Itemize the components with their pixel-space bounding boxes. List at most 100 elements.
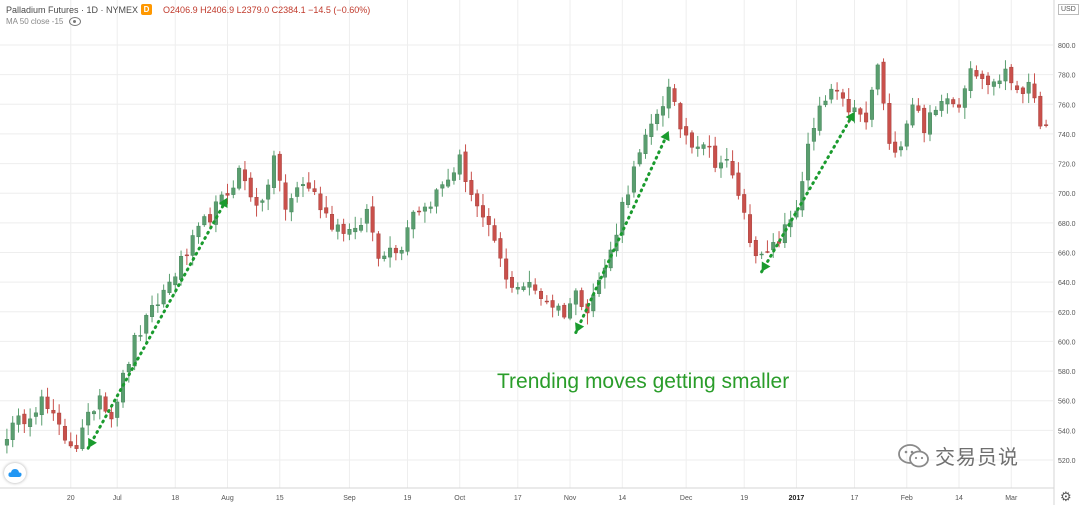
candle-body <box>359 225 364 231</box>
candle-body <box>695 146 700 149</box>
y-tick-label: 620.0 <box>1058 310 1076 317</box>
candle-body <box>469 180 474 195</box>
y-axis: 520.0 540.0 560.0 580.0 600.0 620.0 640.0 660.0… <box>1053 0 1076 505</box>
y-tick-label: 780.0 <box>1058 73 1076 80</box>
candle-body <box>527 282 532 288</box>
annotation-text: Trending moves getting smaller <box>497 370 790 393</box>
x-tick-label: 17 <box>514 495 522 502</box>
candle-body <box>660 106 665 116</box>
candle-body <box>295 187 300 197</box>
indicator-label[interactable]: MA 50 close -15 <box>6 17 64 26</box>
candle-body <box>881 61 886 104</box>
candle-body <box>672 88 677 102</box>
trend-arrow-line <box>760 110 857 274</box>
candle-body <box>300 184 305 187</box>
candle-body <box>1009 66 1014 84</box>
candle-body <box>155 304 160 306</box>
watermark-text: 交易员说 <box>935 447 1019 469</box>
candle-body <box>231 187 236 195</box>
candle-body <box>277 153 282 181</box>
candle-body <box>196 225 201 238</box>
candle-body <box>573 290 578 305</box>
wechat-icon <box>898 443 929 467</box>
candle-body <box>515 287 520 290</box>
candle-body <box>213 201 218 225</box>
trend-arrow-head <box>761 261 771 272</box>
candle-body <box>208 214 213 223</box>
x-tick-label: Oct <box>454 495 465 502</box>
candle-body <box>591 294 596 312</box>
candle-body <box>68 441 73 447</box>
candle-body <box>202 216 207 226</box>
candle-body <box>817 105 822 131</box>
candle-body <box>707 145 712 148</box>
candle-body <box>643 134 648 154</box>
trend-arrows <box>86 110 857 450</box>
candle-body <box>951 99 956 105</box>
candle-body <box>271 155 276 188</box>
candle-body <box>103 396 108 412</box>
symbol-title[interactable]: Palladium Futures · 1D · NYMEX <box>6 4 139 15</box>
x-tick-label: 2017 <box>789 495 805 502</box>
candle-body <box>57 412 62 425</box>
x-tick-label: 19 <box>404 495 412 502</box>
trend-arrow-head <box>88 437 97 449</box>
symbol-legend: Palladium Futures · 1D · NYMEX D O2406.9… <box>6 4 370 15</box>
candle-body <box>898 146 903 151</box>
candle-body <box>869 89 874 120</box>
candle-body <box>945 98 950 105</box>
x-tick-label: 19 <box>740 495 748 502</box>
y-tick-label: 740.0 <box>1058 132 1076 139</box>
candle-body <box>39 396 44 416</box>
x-tick-label: 14 <box>955 495 963 502</box>
candle-body <box>637 152 642 165</box>
candle-body <box>347 229 352 235</box>
candle-body <box>765 251 770 253</box>
candle-body <box>1020 87 1025 94</box>
trend-arrow <box>86 196 230 450</box>
candle-body <box>829 88 834 100</box>
candle-body <box>968 68 973 91</box>
candle-body <box>1003 68 1008 82</box>
tradingview-cloud-icon[interactable] <box>4 463 26 483</box>
candle-body <box>521 286 526 290</box>
ohlc-values: O2406.9 H2406.9 L2379.0 C2384.1 −14.5 (−… <box>163 4 371 15</box>
y-tick-label: 580.0 <box>1058 369 1076 376</box>
candle-body <box>991 81 996 87</box>
candle-body <box>330 214 335 230</box>
candle-body <box>417 210 422 213</box>
candle-body <box>318 193 323 211</box>
candle-body <box>806 143 811 181</box>
candle-body <box>109 411 114 420</box>
candle-body <box>962 88 967 108</box>
candle-body <box>550 300 555 308</box>
candle-body <box>608 249 613 269</box>
y-tick-label: 520.0 <box>1058 458 1076 465</box>
y-tick-label: 700.0 <box>1058 191 1076 198</box>
settings-gear-icon[interactable]: ⚙ <box>1060 489 1072 504</box>
candle-body <box>655 113 660 125</box>
trend-arrow-head <box>845 111 855 122</box>
candle-body <box>306 182 311 189</box>
candle-body <box>370 206 375 233</box>
indicator-legend: MA 50 close -15 <box>6 17 82 26</box>
watermark: 交易员说 <box>897 441 1019 470</box>
y-tick-label: 600.0 <box>1058 339 1076 346</box>
candle-body <box>341 223 346 234</box>
candle-body <box>312 188 317 192</box>
eye-icon[interactable] <box>69 17 82 26</box>
x-tick-label: Jul <box>113 495 122 502</box>
candle-body <box>858 108 863 115</box>
candle-body <box>713 145 718 168</box>
candle-body <box>335 224 340 232</box>
candle-body <box>254 197 259 206</box>
candle-body <box>649 123 654 137</box>
candle-body <box>382 255 387 259</box>
candle-body <box>28 418 33 427</box>
candle-body <box>922 107 927 134</box>
trend-arrow <box>760 110 857 274</box>
y-tick-label: 660.0 <box>1058 251 1076 258</box>
candle-body <box>893 141 898 153</box>
candle-body <box>364 208 369 224</box>
